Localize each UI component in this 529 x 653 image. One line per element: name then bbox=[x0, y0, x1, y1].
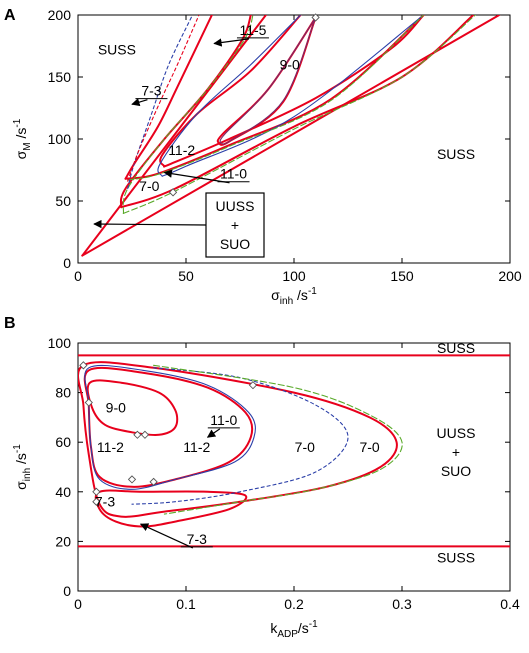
y-tick-label: 100 bbox=[48, 335, 72, 351]
y-tick-label: 100 bbox=[48, 131, 72, 147]
panel-a-ylabel: σM /s-1 bbox=[12, 118, 33, 159]
diamond-marker bbox=[127, 475, 137, 484]
series-line-red-solid bbox=[94, 489, 248, 528]
series-line-blue-dashed bbox=[131, 367, 349, 505]
diamond-marker bbox=[140, 430, 150, 439]
x-tick-label: 0.4 bbox=[500, 596, 520, 612]
region-label: SUSS bbox=[437, 146, 475, 162]
panel-b-curves bbox=[78, 354, 510, 548]
panel-b-ylabel: σinh /s-1 bbox=[12, 444, 33, 490]
uuss-suo-arrow bbox=[93, 219, 207, 229]
diamond-marker bbox=[133, 430, 142, 439]
diamond-marker bbox=[311, 13, 320, 22]
diamond-marker bbox=[84, 398, 93, 407]
diamond-marker bbox=[248, 381, 258, 390]
y-tick-label: 200 bbox=[48, 7, 72, 23]
x-tick-label: 150 bbox=[390, 268, 414, 284]
y-tick-label: 20 bbox=[55, 533, 71, 549]
uuss-suo-label-line: UUSS bbox=[437, 425, 476, 441]
diamond-marker bbox=[92, 497, 101, 506]
orbit-label: 7-0 bbox=[359, 439, 379, 455]
annotation-arrow bbox=[163, 169, 230, 184]
x-tick-label: 0 bbox=[74, 268, 82, 284]
panel-b: B 0 0.1 0.2 0.3 0.4 0 20 40 60 80 100 SUSS SUSS 9-0 1… bbox=[4, 315, 520, 640]
series-line-green-dashed bbox=[127, 15, 425, 181]
arrow-label: 7-3 bbox=[187, 531, 207, 547]
region-label: SUSS bbox=[437, 340, 475, 356]
y-tick-label: 40 bbox=[55, 484, 71, 500]
orbit-label: 11-2 bbox=[183, 439, 210, 455]
panel-a-label: A bbox=[4, 7, 16, 24]
arrow-label: 11-5 bbox=[239, 22, 266, 38]
panel-b-label: B bbox=[4, 315, 16, 332]
y-tick-label: 0 bbox=[63, 255, 71, 271]
region-label: SUSS bbox=[437, 550, 475, 566]
series-line-red-solid bbox=[163, 15, 425, 168]
orbit-label: 7-3 bbox=[95, 494, 115, 510]
diamond-marker bbox=[79, 361, 88, 370]
orbit-label: 9-0 bbox=[280, 57, 300, 73]
uuss-suo-box: UUSS + SUO bbox=[93, 192, 265, 258]
panel-a-xlabel: σinh /s-1 bbox=[271, 286, 317, 307]
panel-b-xlabel: kADP/s-1 bbox=[270, 619, 318, 640]
panel-a: A 0 50 100 150 200 0 50 100 150 200 SUSS SUSS 9-0 11… bbox=[4, 7, 522, 307]
uuss-suo-label-line: SUO bbox=[441, 463, 471, 479]
uuss-suo-box-line-1: UUSS bbox=[216, 198, 255, 214]
arrow-label: 11-0 bbox=[220, 166, 247, 182]
diamond-marker bbox=[168, 188, 178, 197]
panel-a-curves bbox=[81, 15, 501, 257]
annotation-arrow bbox=[139, 523, 194, 549]
panel-b-annotations: SUSS SUSS 9-0 11-2 11-2 7-0 7-0 7-3 11-0 7-3 UUSS +… bbox=[79, 340, 476, 566]
uuss-suo-box-line-3: SUO bbox=[220, 236, 250, 252]
x-tick-label: 0.2 bbox=[284, 596, 304, 612]
series-line-blue-solid bbox=[84, 364, 256, 490]
x-tick-label: 0.1 bbox=[176, 596, 196, 612]
series-line-green-dashed bbox=[122, 15, 476, 214]
panel-a-annotations: SUSS SUSS 9-0 11-2 7-0 11-5 7-3 11-0 bbox=[98, 13, 475, 197]
panel-a-ticks: 0 50 100 150 200 0 50 100 150 200 bbox=[48, 7, 522, 284]
series-line-red-dashed bbox=[127, 15, 200, 182]
panel-b-ticks: 0 0.1 0.2 0.3 0.4 0 20 40 60 80 100 bbox=[48, 335, 520, 612]
series-line-red-solid bbox=[86, 379, 179, 436]
x-tick-label: 100 bbox=[282, 268, 306, 284]
orbit-label: 7-0 bbox=[139, 178, 159, 194]
uuss-suo-box-line-2: + bbox=[231, 217, 239, 233]
uuss-suo-label-line: + bbox=[452, 444, 460, 460]
annotation-arrow bbox=[213, 38, 250, 47]
series-line-red-solid bbox=[124, 15, 213, 180]
series-line-purple-solid bbox=[219, 16, 317, 144]
x-tick-label: 50 bbox=[178, 268, 194, 284]
series-line-purple-solid bbox=[220, 16, 317, 145]
arrow-label: 11-0 bbox=[210, 412, 237, 428]
series-line-red-solid bbox=[124, 15, 425, 180]
y-tick-label: 150 bbox=[48, 69, 72, 85]
y-tick-label: 80 bbox=[55, 385, 71, 401]
annotation-arrow bbox=[131, 98, 148, 107]
series-line-blue-solid bbox=[157, 15, 302, 177]
x-tick-label: 200 bbox=[498, 268, 522, 284]
arrow-label: 7-3 bbox=[141, 83, 161, 99]
y-tick-label: 60 bbox=[55, 434, 71, 450]
diamond-marker bbox=[92, 487, 101, 496]
series-line-red-solid bbox=[81, 15, 267, 257]
series-line-blue-dashed bbox=[127, 15, 194, 190]
orbit-label: 9-0 bbox=[106, 399, 126, 415]
y-tick-label: 50 bbox=[55, 193, 71, 209]
annotation-arrow bbox=[206, 428, 221, 438]
x-tick-label: 0.3 bbox=[392, 596, 412, 612]
y-tick-label: 0 bbox=[63, 583, 71, 599]
region-label: SUSS bbox=[98, 42, 136, 58]
orbit-label: 11-2 bbox=[168, 142, 195, 158]
diamond-marker bbox=[149, 477, 158, 487]
orbit-label: 11-2 bbox=[97, 439, 124, 455]
series-line-red-solid bbox=[120, 15, 475, 209]
x-tick-label: 0 bbox=[74, 596, 82, 612]
orbit-label: 7-0 bbox=[295, 439, 315, 455]
